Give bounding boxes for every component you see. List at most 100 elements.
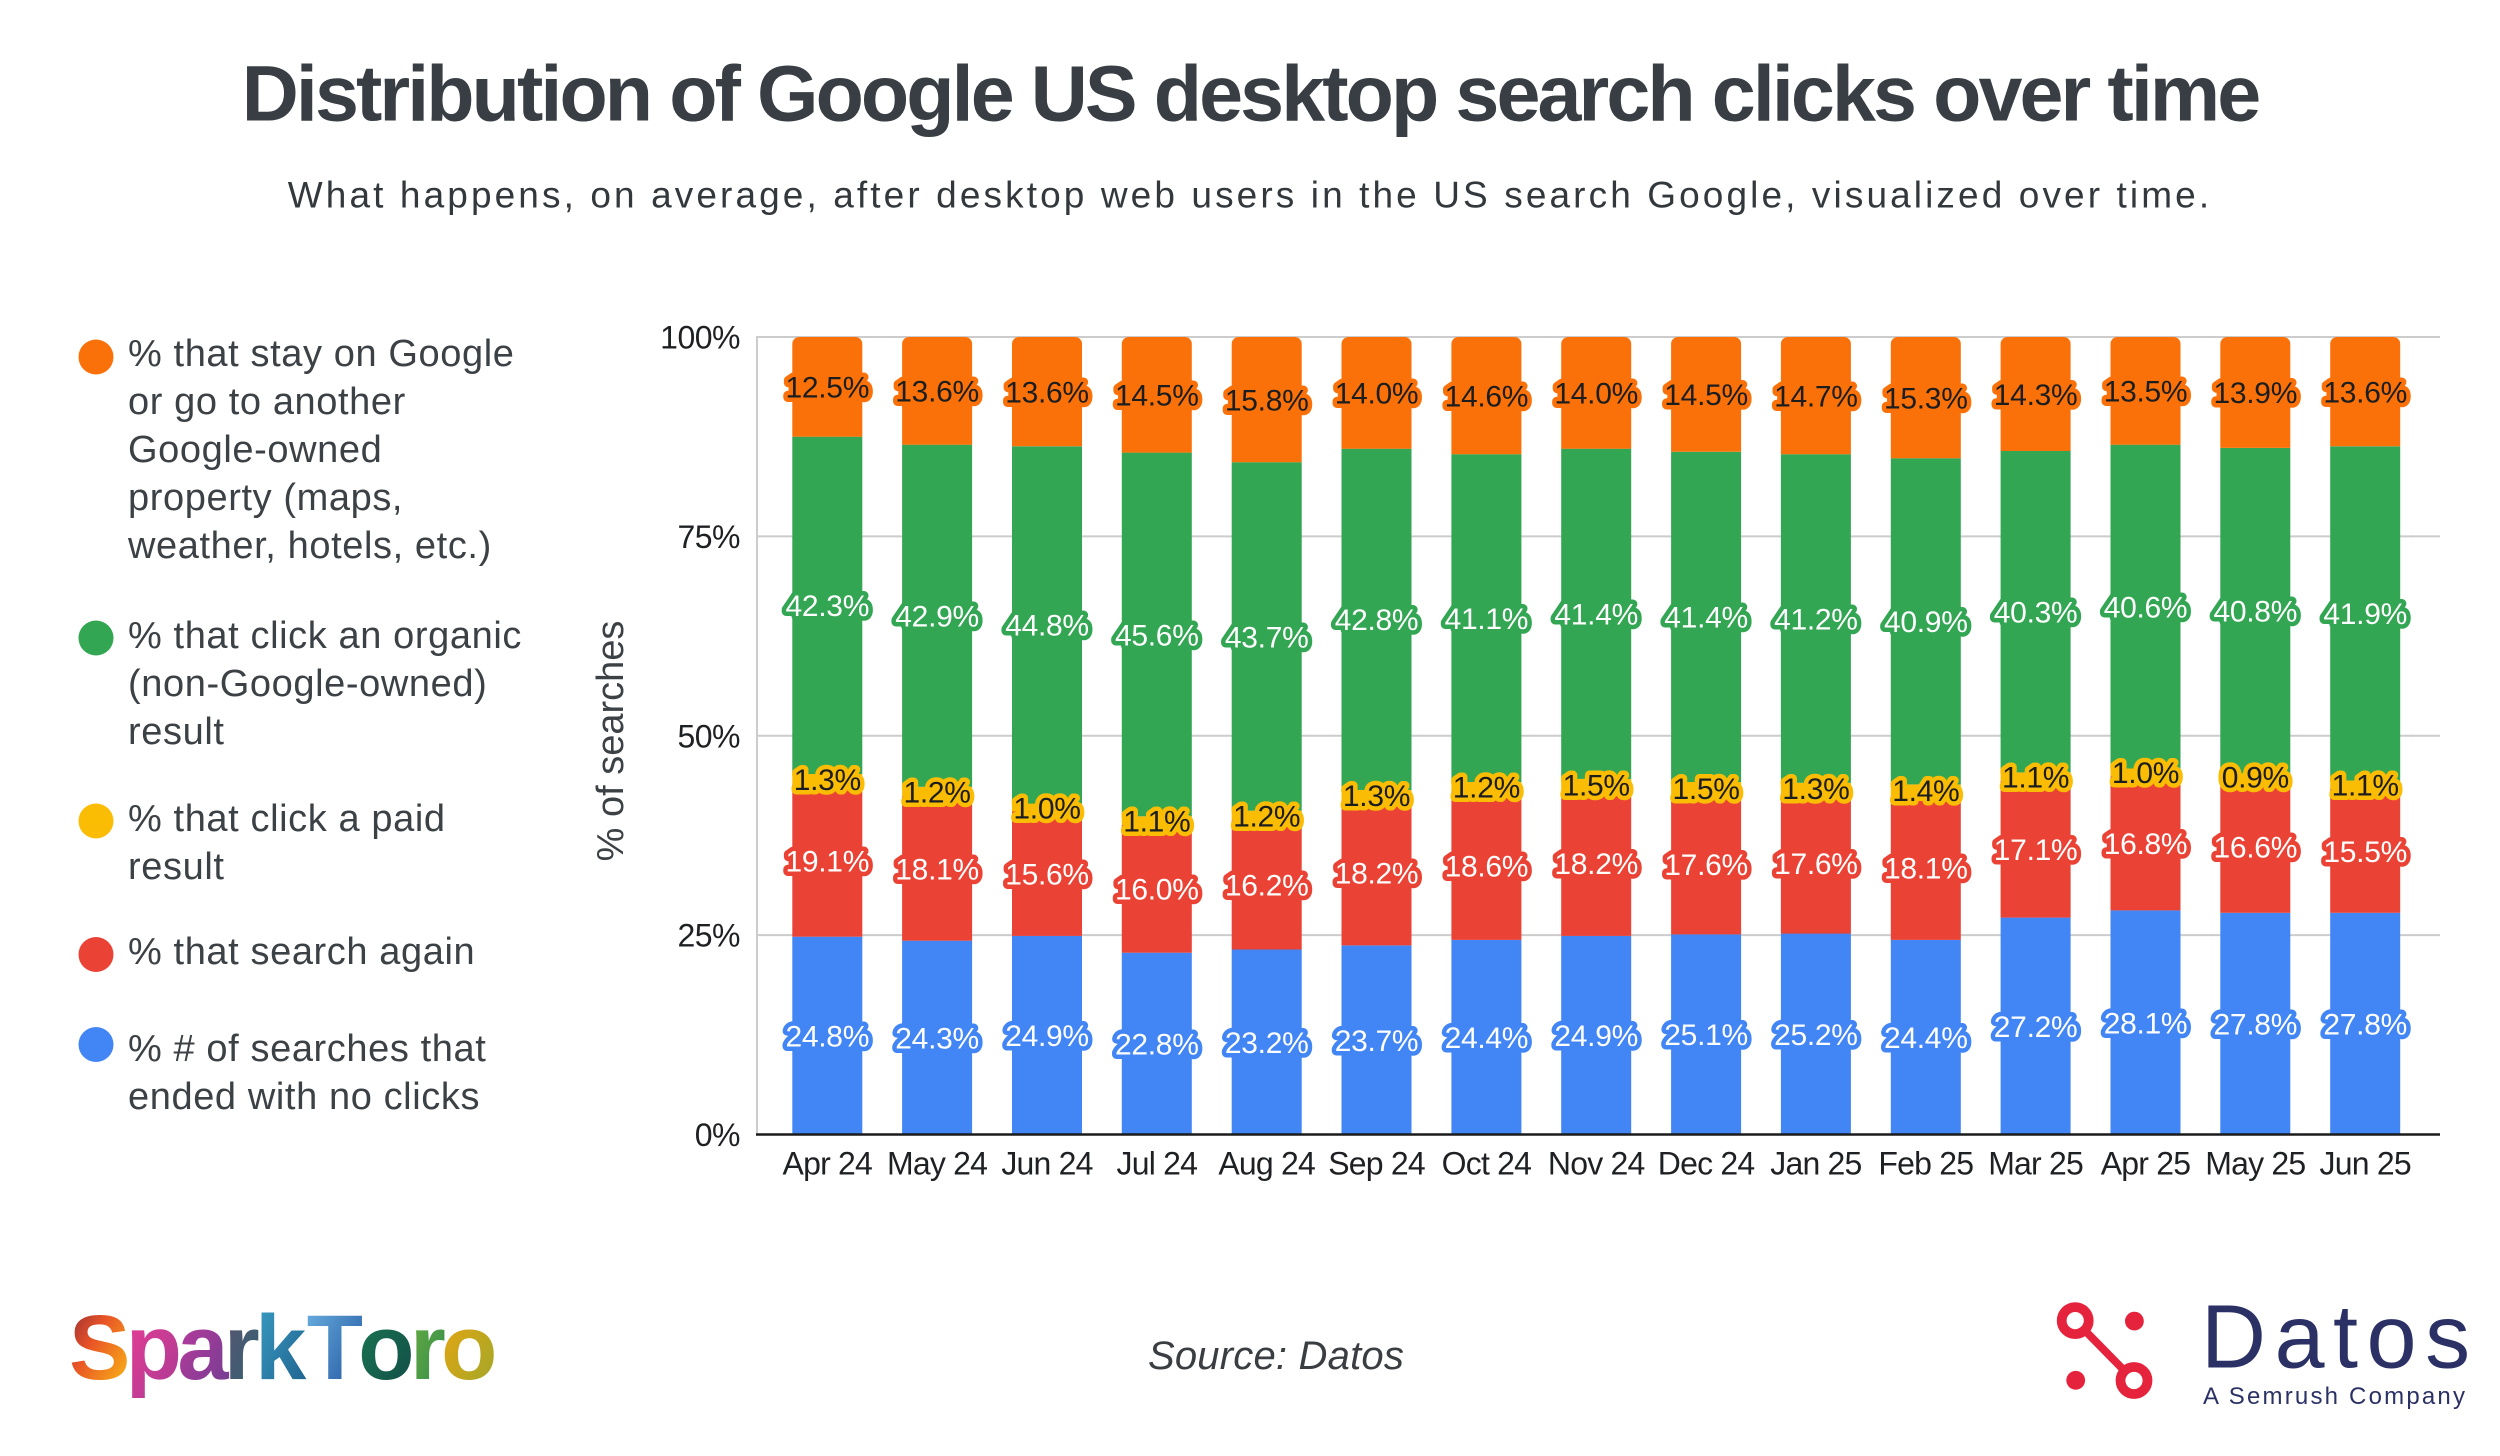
svg-text:1.1%: 1.1% [2332, 770, 2399, 803]
svg-text:Mar 25: Mar 25 [1988, 1146, 2083, 1182]
svg-text:18.2%: 18.2% [1335, 858, 1419, 891]
svg-text:1.3%: 1.3% [1343, 780, 1410, 813]
svg-text:15.6%: 15.6% [1005, 859, 1089, 892]
svg-text:41.9%: 41.9% [2323, 598, 2407, 631]
svg-text:May 25: May 25 [2205, 1146, 2305, 1182]
svg-text:1.0%: 1.0% [1013, 792, 1080, 825]
svg-text:May 24: May 24 [887, 1146, 987, 1182]
svg-text:17.1%: 17.1% [1994, 834, 2078, 867]
svg-text:25.1%: 25.1% [1664, 1019, 1748, 1052]
svg-text:% that click an organic: % that click an organic [128, 615, 522, 657]
svg-text:16.8%: 16.8% [2104, 828, 2188, 861]
svg-text:1.5%: 1.5% [1673, 773, 1740, 806]
svg-text:15.3%: 15.3% [1884, 382, 1968, 415]
svg-text:r: r [224, 1297, 260, 1399]
svg-text:r: r [410, 1297, 446, 1399]
svg-text:15.5%: 15.5% [2323, 836, 2407, 869]
svg-text:28.1%: 28.1% [2104, 1007, 2188, 1040]
svg-text:13.9%: 13.9% [2214, 377, 2298, 410]
svg-text:What happens, on average, afte: What happens, on average, after desktop … [288, 175, 2212, 216]
svg-text:ended with no clicks: ended with no clicks [128, 1076, 480, 1118]
svg-text:1.3%: 1.3% [794, 764, 861, 797]
svg-text:weather, hotels, etc.): weather, hotels, etc.) [127, 525, 492, 567]
svg-text:23.2%: 23.2% [1225, 1027, 1309, 1060]
svg-text:p: p [126, 1297, 182, 1399]
svg-text:24.4%: 24.4% [1445, 1022, 1529, 1055]
svg-text:result: result [128, 711, 225, 753]
svg-text:75%: 75% [677, 519, 740, 555]
svg-text:1.0%: 1.0% [2112, 757, 2179, 790]
svg-text:% of searches: % of searches [590, 621, 632, 862]
svg-text:17.6%: 17.6% [1664, 849, 1748, 882]
svg-text:100%: 100% [660, 320, 740, 356]
svg-text:Distribution of Google US desk: Distribution of Google US desktop search… [242, 49, 2259, 138]
svg-text:22.8%: 22.8% [1115, 1028, 1199, 1061]
svg-text:12.5%: 12.5% [786, 372, 870, 405]
svg-text:1.3%: 1.3% [1782, 773, 1849, 806]
svg-text:% # of searches that: % # of searches that [128, 1028, 486, 1070]
svg-text:1.2%: 1.2% [1453, 772, 1520, 805]
svg-text:Jul 24: Jul 24 [1117, 1146, 1198, 1182]
svg-text:Source: Datos: Source: Datos [1148, 1334, 1404, 1378]
svg-text:Nov 24: Nov 24 [1548, 1146, 1645, 1182]
svg-text:13.5%: 13.5% [2104, 376, 2188, 409]
svg-text:S: S [69, 1297, 130, 1399]
svg-text:18.2%: 18.2% [1554, 848, 1638, 881]
svg-text:(non-Google-owned): (non-Google-owned) [128, 663, 487, 705]
svg-text:Aug 24: Aug 24 [1218, 1146, 1315, 1182]
svg-text:Google-owned: Google-owned [128, 429, 382, 471]
svg-text:Sep 24: Sep 24 [1328, 1146, 1425, 1182]
svg-text:24.9%: 24.9% [1005, 1020, 1089, 1053]
svg-text:1.1%: 1.1% [2002, 762, 2069, 795]
svg-text:o: o [441, 1297, 497, 1399]
svg-text:42.8%: 42.8% [1335, 604, 1419, 637]
svg-text:Apr 25: Apr 25 [2101, 1146, 2190, 1182]
svg-text:17.6%: 17.6% [1774, 848, 1858, 881]
svg-text:24.8%: 24.8% [786, 1020, 870, 1053]
svg-text:Oct 24: Oct 24 [1442, 1146, 1531, 1182]
svg-text:13.6%: 13.6% [2323, 376, 2407, 409]
svg-text:Apr 24: Apr 24 [783, 1146, 872, 1182]
svg-text:50%: 50% [677, 718, 740, 754]
svg-text:42.9%: 42.9% [895, 601, 979, 634]
svg-text:41.1%: 41.1% [1445, 603, 1529, 636]
svg-text:1.1%: 1.1% [1123, 806, 1190, 839]
svg-text:1.2%: 1.2% [1233, 800, 1300, 833]
svg-text:27.2%: 27.2% [1994, 1011, 2078, 1044]
svg-text:23.7%: 23.7% [1335, 1025, 1419, 1058]
svg-text:1.2%: 1.2% [904, 776, 971, 809]
svg-text:0%: 0% [695, 1117, 740, 1153]
svg-text:40.9%: 40.9% [1884, 606, 1968, 639]
svg-text:14.3%: 14.3% [1994, 379, 2078, 412]
svg-text:19.1%: 19.1% [786, 845, 870, 878]
svg-text:41.4%: 41.4% [1664, 602, 1748, 635]
svg-text:27.8%: 27.8% [2323, 1008, 2407, 1041]
svg-text:1.4%: 1.4% [1892, 775, 1959, 808]
svg-text:13.6%: 13.6% [1005, 376, 1089, 409]
svg-text:41.2%: 41.2% [1774, 603, 1858, 636]
svg-text:k: k [255, 1297, 307, 1399]
svg-text:0.9%: 0.9% [2222, 762, 2289, 795]
svg-text:18.1%: 18.1% [1884, 853, 1968, 886]
svg-text:41.4%: 41.4% [1554, 599, 1638, 632]
svg-text:result: result [128, 846, 225, 888]
svg-text:14.0%: 14.0% [1554, 378, 1638, 411]
svg-text:% that stay on Google: % that stay on Google [128, 333, 515, 375]
svg-text:A Semrush Company: A Semrush Company [2203, 1383, 2467, 1410]
svg-text:Jun 25: Jun 25 [2320, 1146, 2411, 1182]
svg-text:45.6%: 45.6% [1115, 619, 1199, 652]
svg-text:16.6%: 16.6% [2214, 831, 2298, 864]
svg-text:or go to another: or go to another [128, 381, 406, 423]
svg-text:Dec 24: Dec 24 [1658, 1146, 1755, 1182]
svg-text:18.1%: 18.1% [895, 853, 979, 886]
svg-text:25%: 25% [677, 918, 740, 954]
svg-text:% that search again: % that search again [128, 931, 475, 973]
svg-text:44.8%: 44.8% [1005, 610, 1089, 643]
svg-text:1.5%: 1.5% [1563, 770, 1630, 803]
svg-text:Feb 25: Feb 25 [1878, 1146, 1973, 1182]
svg-text:40.3%: 40.3% [1994, 597, 2078, 630]
svg-text:a: a [177, 1297, 229, 1399]
svg-text:13.6%: 13.6% [895, 376, 979, 409]
svg-text:T: T [307, 1297, 363, 1399]
svg-text:14.5%: 14.5% [1115, 380, 1199, 413]
